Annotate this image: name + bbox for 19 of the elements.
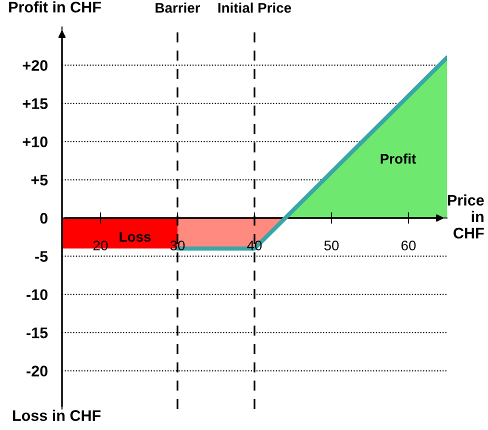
ref-line-label: Initial Price (218, 2, 292, 13)
y-tick-label: +5 (31, 174, 48, 186)
annotation: Profit (380, 154, 416, 164)
y-tick-label: -5 (35, 251, 48, 262)
y-tick-label: +20 (22, 60, 48, 71)
y-tick-label: +15 (22, 98, 48, 110)
x-tick-label: 20 (93, 240, 108, 250)
ref-line-label: Barrier (156, 2, 200, 13)
text: Loss in CHF (13, 410, 101, 421)
y-tick-label: +10 (22, 136, 48, 148)
y-tick-label: -20 (26, 366, 48, 376)
y-axis-title: Profit in CHF (9, 1, 101, 13)
y-tick-label: 0 (40, 212, 48, 224)
y-tick-label: -15 (26, 328, 48, 338)
x-axis-title: Price in CHF (448, 194, 484, 239)
x-tick-label: 60 (401, 240, 416, 250)
annotation: Loss (120, 232, 151, 242)
x-tick-label: 50 (324, 240, 339, 250)
y-tick-label: -10 (26, 289, 48, 300)
